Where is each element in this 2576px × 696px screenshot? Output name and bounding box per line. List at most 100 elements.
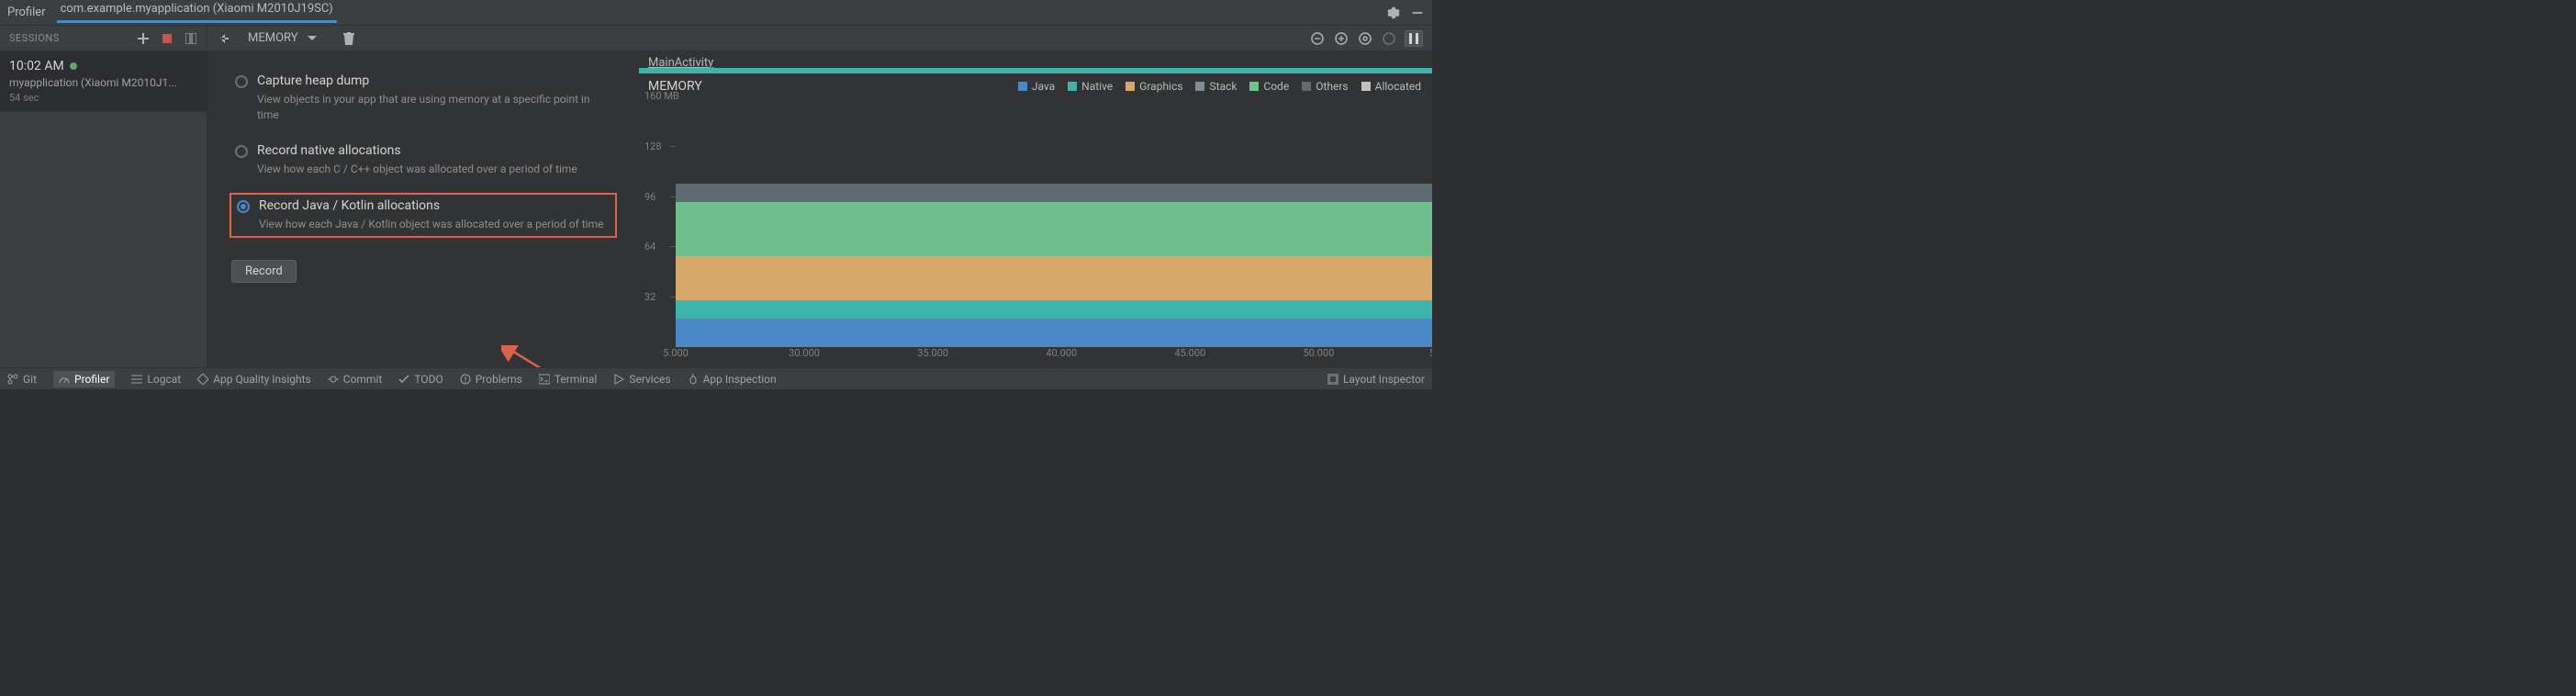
commit-icon [328,374,339,385]
memory-chart-panel: MainActivity MEMORY JavaNativeGraphicsSt… [639,51,1432,367]
zoom-in-icon[interactable] [1333,30,1350,47]
branch-icon [7,374,18,385]
legend-item[interactable]: Allocated [1361,80,1421,93]
legend-row: MEMORY JavaNativeGraphicsStackCodeOthers… [639,73,1432,95]
tool-window-commit[interactable]: Commit [328,373,383,386]
activity-bar [639,68,1432,73]
legend-label: Graphics [1139,80,1182,93]
tool-window-app-quality-insights[interactable]: App Quality Insights [197,373,311,386]
layout-inspector-item[interactable]: Layout Inspector [1327,373,1425,386]
activity-row: MainActivity [639,51,1432,73]
app-tab[interactable]: com.example.myapplication (Xiaomi M2010J… [57,2,337,23]
zoom-out-icon[interactable] [1309,30,1326,47]
radio-icon[interactable] [237,200,250,213]
sessions-panel: 10:02 AM myapplication (Xiaomi M2010J1..… [0,51,207,367]
zoom-controls [364,30,1432,47]
legend-label: Allocated [1375,80,1421,93]
sessions-label: SESSIONS [0,32,69,44]
tool-window-label: Commit [343,373,383,386]
tool-window-label: Profiler [74,373,109,386]
option-heap-dump[interactable]: Capture heap dump View objects in your a… [230,70,617,127]
x-tick-label: 40.000 [1046,347,1077,359]
trash-icon[interactable] [341,30,357,47]
activity-label[interactable]: MainActivity [648,56,713,70]
option-title: Record Java / Kotlin allocations [259,198,610,213]
gear-icon[interactable] [1386,6,1401,20]
legend-item[interactable]: Code [1249,80,1289,93]
stop-icon[interactable] [159,30,175,47]
tool-window-label: Services [629,373,670,386]
x-tick-label: 45.000 [1174,347,1205,359]
tool-window-label: App Inspection [703,373,777,386]
option-title: Record native allocations [257,143,611,158]
collapse-icon[interactable] [183,30,199,47]
back-icon[interactable] [215,30,231,47]
legend-item[interactable]: Java [1018,80,1055,93]
sessions-header: SESSIONS [0,26,207,51]
bug-icon [688,374,699,385]
session-item[interactable]: 10:02 AM myapplication (Xiaomi M2010J1..… [0,51,207,112]
x-tick-label: 5 [1429,347,1432,359]
session-duration-label: 54 sec [9,92,197,104]
memory-band [676,319,1432,347]
tool-window-problems[interactable]: Problems [460,373,522,386]
y-tick-line [670,146,676,147]
option-java-kotlin-alloc[interactable]: Record Java / Kotlin allocations View ho… [230,193,617,238]
legend-item[interactable]: Graphics [1126,80,1182,93]
tool-window-profiler[interactable]: Profiler [53,371,115,387]
legend-item[interactable]: Native [1068,80,1113,93]
annotation-arrow-icon [501,345,611,367]
tool-window-label: App Quality Insights [213,373,311,386]
tool-window-git[interactable]: Git [7,373,37,386]
main-area: 10:02 AM myapplication (Xiaomi M2010J1..… [0,51,1432,367]
tool-window-services[interactable]: Services [613,373,670,386]
list-icon [131,374,142,385]
legend-item[interactable]: Stack [1195,80,1237,93]
x-axis: 5.00030.00035.00040.00045.00050.0005 [676,347,1432,367]
profiler-title: Profiler [7,6,46,19]
layout-inspector-label: Layout Inspector [1343,373,1425,386]
zoom-reset-icon[interactable] [1357,30,1373,47]
tool-window-app-inspection[interactable]: App Inspection [688,373,777,386]
legend-swatch [1126,82,1135,91]
add-session-icon[interactable] [135,30,151,47]
record-button[interactable]: Record [231,260,297,283]
chevron-down-icon[interactable] [304,30,320,47]
pause-button[interactable] [1405,30,1423,47]
tool-window-terminal[interactable]: Terminal [539,373,598,386]
play-icon [613,374,624,385]
legend-swatch [1249,82,1259,91]
session-time: 10:02 AM [9,59,197,73]
gauge-icon [59,374,70,385]
attach-icon[interactable] [1381,30,1397,47]
live-indicator-icon [70,62,77,70]
tool-window-logcat[interactable]: Logcat [131,373,181,386]
profiler-root: Profiler com.example.myapplication (Xiao… [0,0,1432,389]
memory-breadcrumb[interactable]: MEMORY [248,31,298,45]
tool-window-bar: Git Profiler Logcat App Quality Insights Com… [0,367,1432,389]
option-desc: View how each C / C++ object was allocat… [257,162,611,177]
session-app-label: myapplication (Xiaomi M2010J1... [9,76,197,89]
chart-area[interactable]: 160 MB128966432 [676,95,1432,347]
legend-item[interactable]: Others [1302,80,1348,93]
legend-label: Code [1263,80,1289,93]
y-tick-line [670,95,676,96]
tool-window-label: Problems [476,373,522,386]
radio-icon[interactable] [235,75,248,88]
memory-band [676,300,1432,320]
minimize-icon[interactable] [1410,6,1425,20]
radio-icon[interactable] [235,145,248,158]
option-desc: View how each Java / Kotlin object was a… [259,217,610,232]
tool-window-label: Logcat [147,373,181,386]
tool-window-label: TODO [414,373,442,386]
memory-band [676,202,1432,255]
tool-window-todo[interactable]: TODO [398,373,442,386]
memory-band [676,184,1432,203]
memory-band [676,256,1432,300]
option-native-alloc[interactable]: Record native allocations View how each … [230,140,617,181]
legend-label: Stack [1209,80,1237,93]
legend-swatch [1018,82,1027,91]
y-tick-label: 64 [644,241,655,253]
titlebar: Profiler com.example.myapplication (Xiao… [0,0,1432,26]
y-tick-label: 96 [644,191,655,203]
